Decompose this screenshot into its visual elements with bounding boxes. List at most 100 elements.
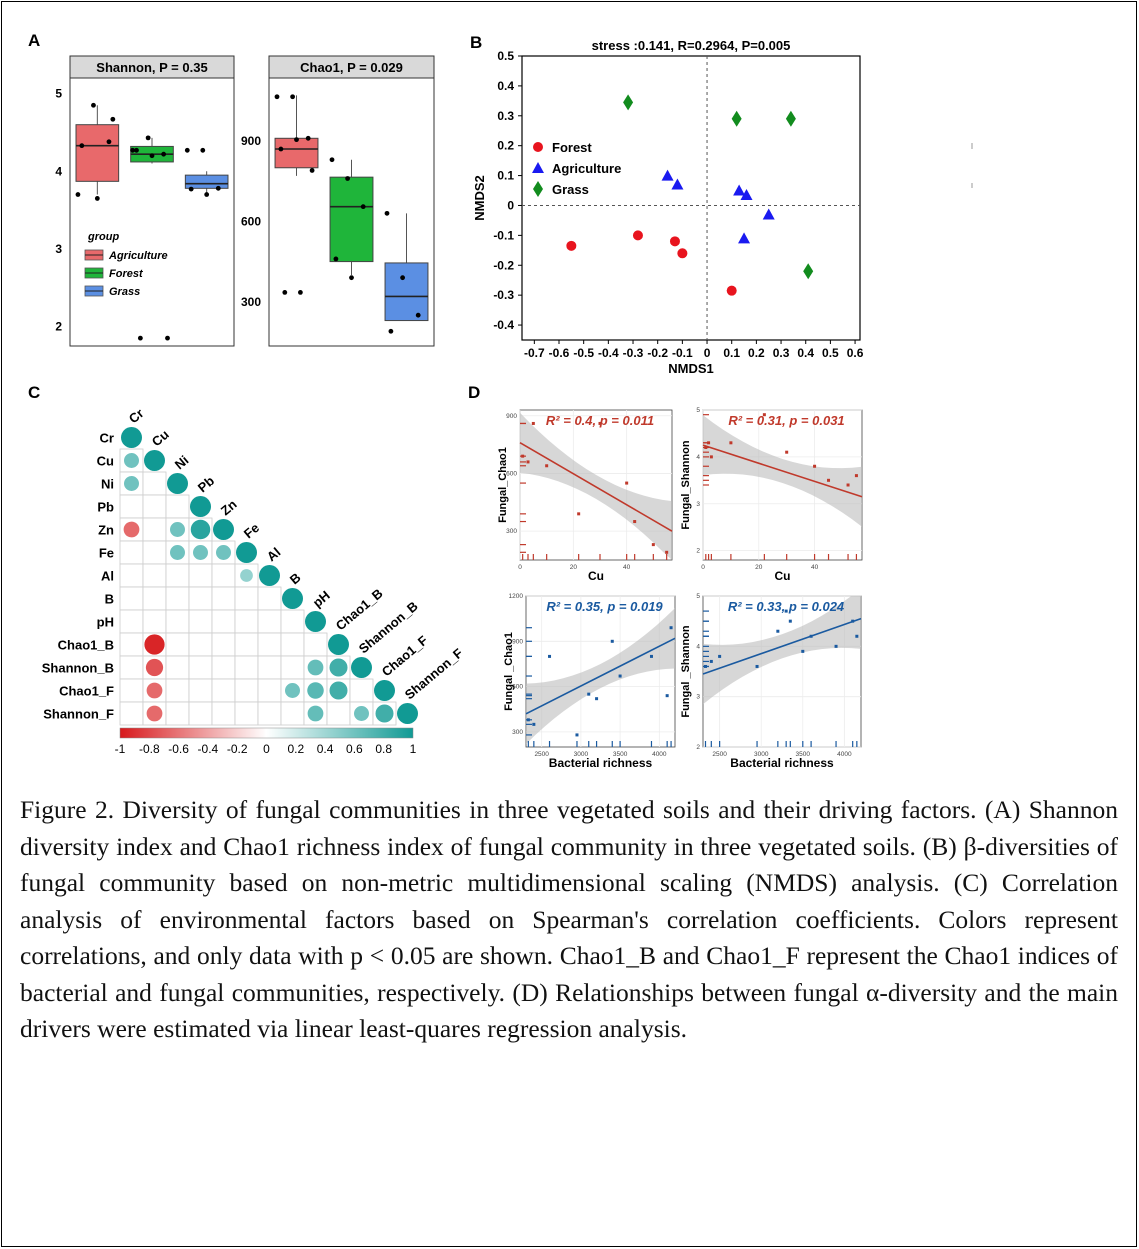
- data-point: [161, 151, 167, 157]
- data-point: [110, 116, 116, 122]
- regression-line: [525, 637, 676, 715]
- colorbar-tick-label: -1: [115, 742, 126, 756]
- matrix-cell: [257, 586, 282, 611]
- diagonal-circle: [259, 565, 280, 586]
- row-label: Ni: [101, 477, 114, 492]
- data-point: [149, 153, 155, 159]
- correlation-circle: [240, 569, 253, 582]
- data-point: [618, 674, 622, 678]
- x-tick-label: -0.3: [623, 346, 644, 360]
- matrix-cell: [349, 678, 374, 703]
- data-point: [294, 137, 299, 143]
- point-agriculture: [740, 189, 753, 201]
- matrix-cell: [211, 655, 236, 680]
- matrix-cell: [165, 609, 190, 634]
- diagonal-circle: [236, 542, 257, 563]
- matrix-cell: [188, 609, 213, 634]
- matrix-cell: [234, 632, 259, 657]
- diagonal-circle: [144, 450, 165, 471]
- correlation-circle: [375, 704, 394, 723]
- data-point: [134, 147, 139, 153]
- matrix-cell: [142, 517, 167, 542]
- y-tick-label: 300: [512, 729, 523, 736]
- panel-label-a: A: [28, 31, 40, 50]
- chart-title: stress :0.141, R=0.2964, P=0.005: [592, 38, 791, 53]
- correlation-circle: [307, 659, 324, 676]
- data-point: [577, 512, 581, 516]
- x-tick-label: -0.7: [524, 346, 545, 360]
- matrix-cell: [165, 655, 190, 680]
- data-point: [788, 619, 792, 623]
- matrix-cell: [234, 701, 259, 726]
- correlation-circle: [190, 519, 211, 540]
- y-tick-label: 0.3: [497, 109, 514, 123]
- x-axis-label: Bacterial richness: [730, 756, 834, 770]
- data-point: [776, 629, 780, 633]
- y-axis-label: Fungal _Chao1: [503, 632, 515, 711]
- matrix-cell: [234, 655, 259, 680]
- row-label: Shannon_F: [43, 707, 114, 722]
- y-tick-label: 1200: [509, 593, 524, 600]
- x-tick-label: -0.2: [647, 346, 668, 360]
- matrix-cell: [326, 701, 351, 726]
- data-point: [651, 543, 655, 547]
- correlation-circle: [170, 545, 185, 560]
- y-tick-label: 0.5: [497, 49, 514, 63]
- data-point: [349, 275, 354, 281]
- y-axis-label: Fungal_Shannon: [680, 440, 692, 530]
- data-point: [669, 626, 673, 630]
- fit-annotation: R² = 0.4, p = 0.011: [546, 413, 654, 428]
- matrix-cell: [188, 632, 213, 657]
- y-tick-label: 5: [696, 407, 700, 414]
- column-label: Al: [264, 544, 284, 564]
- matrix-cell: [188, 586, 213, 611]
- x-tick-label: 40: [811, 564, 819, 571]
- x-tick-label: 0.3: [773, 346, 790, 360]
- matrix-cell: [257, 632, 282, 657]
- y-tick-label: 5: [55, 87, 62, 101]
- legend-title: group: [87, 231, 119, 243]
- facet-title-0: Shannon, P = 0.35: [96, 60, 207, 75]
- matrix-cell: [280, 632, 305, 657]
- legend-marker-agriculture: [532, 162, 544, 173]
- colorbar-tick-label: 0.8: [375, 742, 392, 756]
- column-label: Zn: [218, 497, 240, 519]
- regression-line: [702, 444, 863, 498]
- matrix-cell: [280, 609, 305, 634]
- matrix-cell: [119, 609, 144, 634]
- legend-label: Agriculture: [552, 161, 621, 176]
- matrix-cell: [119, 678, 144, 703]
- data-point: [188, 186, 194, 192]
- column-label: Pb: [195, 473, 217, 495]
- facet-panel-0: [69, 77, 235, 347]
- x-tick-label: 0: [704, 346, 711, 360]
- matrix-cell: [211, 678, 236, 703]
- matrix-cell: [142, 471, 167, 496]
- box-grass: [184, 174, 229, 189]
- matrix-cell: [303, 632, 328, 657]
- colorbar-tick-label: -0.4: [198, 742, 219, 756]
- matrix-cell: [142, 563, 167, 588]
- figure-caption: Figure 2. Diversity of fungal communitie…: [20, 795, 1118, 1043]
- matrix-cell: [188, 655, 213, 680]
- correlation-circle: [144, 634, 165, 655]
- correlation-circle: [307, 705, 324, 722]
- data-point: [598, 421, 602, 425]
- matrix-cell: [142, 494, 167, 519]
- data-point: [282, 290, 288, 295]
- row-label: Cr: [100, 431, 114, 446]
- data-point: [333, 256, 339, 262]
- matrix-cell: [211, 563, 236, 588]
- x-tick-label: 4000: [837, 751, 852, 758]
- point-grass: [803, 263, 814, 280]
- data-point: [784, 609, 788, 613]
- row-label: Al: [101, 569, 114, 584]
- matrix-cell: [165, 586, 190, 611]
- y-axis-label: Fungal _Shannon: [680, 625, 692, 718]
- matrix-cell: [188, 701, 213, 726]
- x-axis-label: Cu: [588, 569, 604, 583]
- correlation-circle: [216, 545, 231, 560]
- data-point: [834, 644, 838, 648]
- diagonal-circle: [351, 657, 372, 678]
- data-point: [625, 481, 629, 485]
